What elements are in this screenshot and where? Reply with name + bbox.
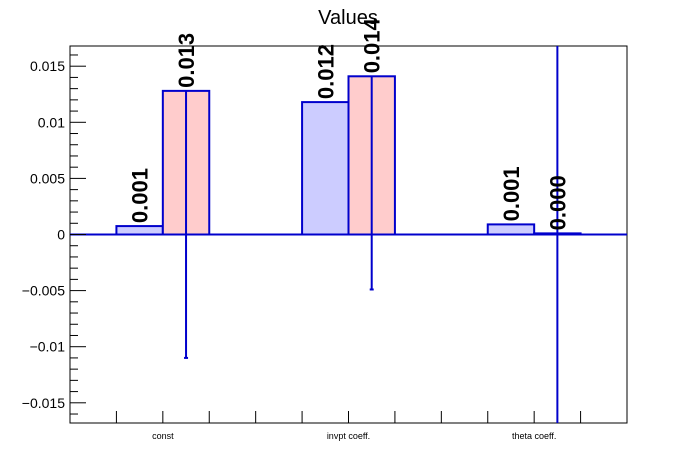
y-tick-label: 0.01 — [38, 114, 65, 130]
y-tick-label: −0.005 — [22, 283, 65, 299]
x-axis: const invpt coeff. theta coeff. — [115, 411, 582, 441]
y-tick-label: 0.015 — [30, 58, 65, 74]
data-labels: 0.001 0.012 0.001 0.013 0.014 0.000 — [128, 17, 571, 230]
bar-series1-1 — [115, 225, 164, 236]
x-category-label: const — [152, 431, 174, 441]
y-tick-label: −0.01 — [30, 339, 66, 355]
y-tick-label: −0.015 — [22, 395, 65, 411]
y-axis: −0.015 −0.01 −0.005 0 0.005 0.01 0.015 — [22, 54, 86, 415]
data-label-series1-2: 0.012 — [313, 44, 338, 99]
bar-series1-3 — [486, 223, 536, 236]
data-label-series1-1: 0.001 — [128, 168, 153, 223]
y-tick-label: 0.005 — [30, 170, 65, 186]
data-label-series1-3: 0.001 — [499, 166, 524, 221]
data-label-series2-2: 0.014 — [360, 17, 385, 73]
data-label-series2-3: 0.000 — [545, 175, 570, 230]
chart-title: Values — [318, 7, 378, 29]
data-label-series2-1: 0.013 — [174, 33, 199, 88]
x-category-label: theta coeff. — [512, 431, 556, 441]
x-category-label: invpt coeff. — [327, 431, 370, 441]
y-tick-label: 0 — [57, 227, 65, 243]
bar-series1-2 — [301, 101, 350, 236]
